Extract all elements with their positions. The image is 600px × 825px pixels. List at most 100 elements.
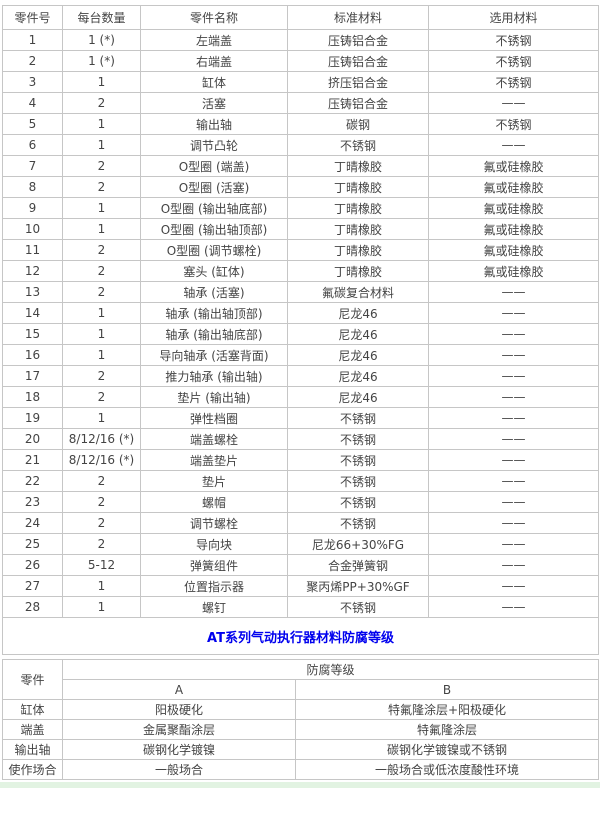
parts-cell: 1: [62, 71, 141, 93]
parts-cell: 8/12/16 (*): [62, 428, 141, 450]
parts-cell: 5-12: [62, 554, 141, 576]
corrosion-header-row-2: A B: [3, 679, 600, 700]
parts-cell: 2: [2, 50, 63, 72]
parts-cell: 1: [62, 218, 141, 240]
parts-cell: 氟或硅橡胶: [428, 197, 599, 219]
parts-cell: 尼龙46: [287, 386, 429, 408]
parts-cell: 1: [2, 29, 63, 51]
table-row: 18 2 垫片 (输出轴) 尼龙46 ——: [2, 386, 599, 408]
parts-cell: 1: [62, 134, 141, 156]
corrosion-header-row-1: 零件 防腐等级: [2, 659, 600, 700]
table-row: 13 2 轴承 (活塞) 氟碳复合材料 ——: [2, 281, 599, 303]
parts-cell: 不锈钢: [287, 428, 429, 450]
table-row: 11 2 O型圈 (调节螺栓) 丁晴橡胶 氟或硅橡胶: [2, 239, 599, 261]
parts-cell: 2: [62, 260, 141, 282]
parts-cell: 2: [62, 491, 141, 513]
parts-cell: 碳钢: [287, 113, 429, 135]
table-row: 17 2 推力轴承 (输出轴) 尼龙46 ——: [2, 365, 599, 387]
parts-cell: 端盖螺栓: [140, 428, 288, 450]
table-row: 缸体 阳极硬化 特氟隆涂层+阳极硬化: [2, 699, 600, 720]
parts-cell: 8: [2, 176, 63, 198]
parts-cell: 尼龙46: [287, 344, 429, 366]
table-row: 15 1 轴承 (输出轴底部) 尼龙46 ——: [2, 323, 599, 345]
parts-cell: 丁晴橡胶: [287, 260, 429, 282]
col-header-part-number: 零件号: [2, 5, 63, 30]
parts-cell: 1 (*): [62, 29, 141, 51]
parts-cell: 1: [62, 302, 141, 324]
parts-cell: 2: [62, 155, 141, 177]
parts-cell: 1: [62, 344, 141, 366]
table-row: 16 1 导向轴承 (活塞背面) 尼龙46 ——: [2, 344, 599, 366]
parts-cell: 不锈钢: [287, 407, 429, 429]
corrosion-cell: 碳钢化学镀镍: [62, 739, 296, 760]
parts-cell: 不锈钢: [428, 50, 599, 72]
parts-cell: 氟或硅橡胶: [428, 176, 599, 198]
parts-cell: 弹性档圈: [140, 407, 288, 429]
grade-b-header: B: [294, 679, 600, 700]
section-title-row: AT系列气动执行器材料防腐等级: [2, 617, 599, 655]
parts-cell: 5: [2, 113, 63, 135]
parts-cell: 2: [62, 470, 141, 492]
parts-cell: 2: [62, 281, 141, 303]
table-row: 21 8/12/16 (*) 端盖垫片 不锈钢 ——: [2, 449, 599, 471]
parts-cell: 13: [2, 281, 63, 303]
parts-cell: 轴承 (活塞): [140, 281, 288, 303]
parts-cell: ——: [428, 449, 599, 471]
parts-cell: 17: [2, 365, 63, 387]
table-row: 10 1 O型圈 (输出轴顶部) 丁晴橡胶 氟或硅橡胶: [2, 218, 599, 240]
parts-cell: ——: [428, 344, 599, 366]
parts-cell: ——: [428, 512, 599, 534]
parts-cell: 6: [2, 134, 63, 156]
corrosion-cell: 一般场合: [62, 759, 296, 780]
parts-cell: 丁晴橡胶: [287, 176, 429, 198]
parts-cell: ——: [428, 428, 599, 450]
parts-cell: 18: [2, 386, 63, 408]
parts-cell: 2: [62, 239, 141, 261]
parts-cell: 15: [2, 323, 63, 345]
parts-cell: 不锈钢: [287, 491, 429, 513]
parts-cell: ——: [428, 134, 599, 156]
parts-cell: 8/12/16 (*): [62, 449, 141, 471]
parts-cell: 2: [62, 365, 141, 387]
parts-cell: 3: [2, 71, 63, 93]
parts-cell: 氟碳复合材料: [287, 281, 429, 303]
parts-cell: 丁晴橡胶: [287, 239, 429, 261]
parts-cell: 不锈钢: [428, 29, 599, 51]
table-row: 12 2 塞头 (缸体) 丁晴橡胶 氟或硅橡胶: [2, 260, 599, 282]
parts-cell: 2: [62, 512, 141, 534]
parts-cell: ——: [428, 596, 599, 618]
parts-cell: 1: [62, 197, 141, 219]
parts-cell: ——: [428, 575, 599, 597]
table-row: 14 1 轴承 (输出轴顶部) 尼龙46 ——: [2, 302, 599, 324]
parts-cell: 不锈钢: [287, 512, 429, 534]
table-row: 6 1 调节凸轮 不锈钢 ——: [2, 134, 599, 156]
parts-cell: 10: [2, 218, 63, 240]
parts-cell: ——: [428, 533, 599, 555]
table-row: 7 2 O型圈 (端盖) 丁晴橡胶 氟或硅橡胶: [2, 155, 599, 177]
parts-cell: 压铸铝合金: [287, 50, 429, 72]
table-row: 25 2 导向块 尼龙66+30%FG ——: [2, 533, 599, 555]
parts-cell: 塞头 (缸体): [140, 260, 288, 282]
parts-cell: 14: [2, 302, 63, 324]
table-row: 28 1 螺钉 不锈钢 ——: [2, 596, 599, 618]
parts-cell: O型圈 (活塞): [140, 176, 288, 198]
parts-cell: 不锈钢: [287, 596, 429, 618]
parts-cell: 1: [62, 575, 141, 597]
parts-cell: 氟或硅橡胶: [428, 239, 599, 261]
parts-cell: ——: [428, 407, 599, 429]
parts-cell: ——: [428, 92, 599, 114]
parts-cell: 推力轴承 (输出轴): [140, 365, 288, 387]
table-row: 23 2 螺帽 不锈钢 ——: [2, 491, 599, 513]
corrosion-cell: 阳极硬化: [62, 699, 296, 720]
parts-cell: 氟或硅橡胶: [428, 218, 599, 240]
parts-cell: 压铸铝合金: [287, 29, 429, 51]
table-row: 4 2 活塞 压铸铝合金 ——: [2, 92, 599, 114]
table-row: 使作场合 一般场合 一般场合或低浓度酸性环境: [2, 759, 600, 780]
table-row: 端盖 金属聚酯涂层 特氟隆涂层: [2, 719, 600, 740]
col-header-standard-material: 标准材料: [287, 5, 429, 30]
parts-cell: 聚丙烯PP+30%GF: [287, 575, 429, 597]
parts-cell: 调节螺栓: [140, 512, 288, 534]
parts-cell: ——: [428, 470, 599, 492]
